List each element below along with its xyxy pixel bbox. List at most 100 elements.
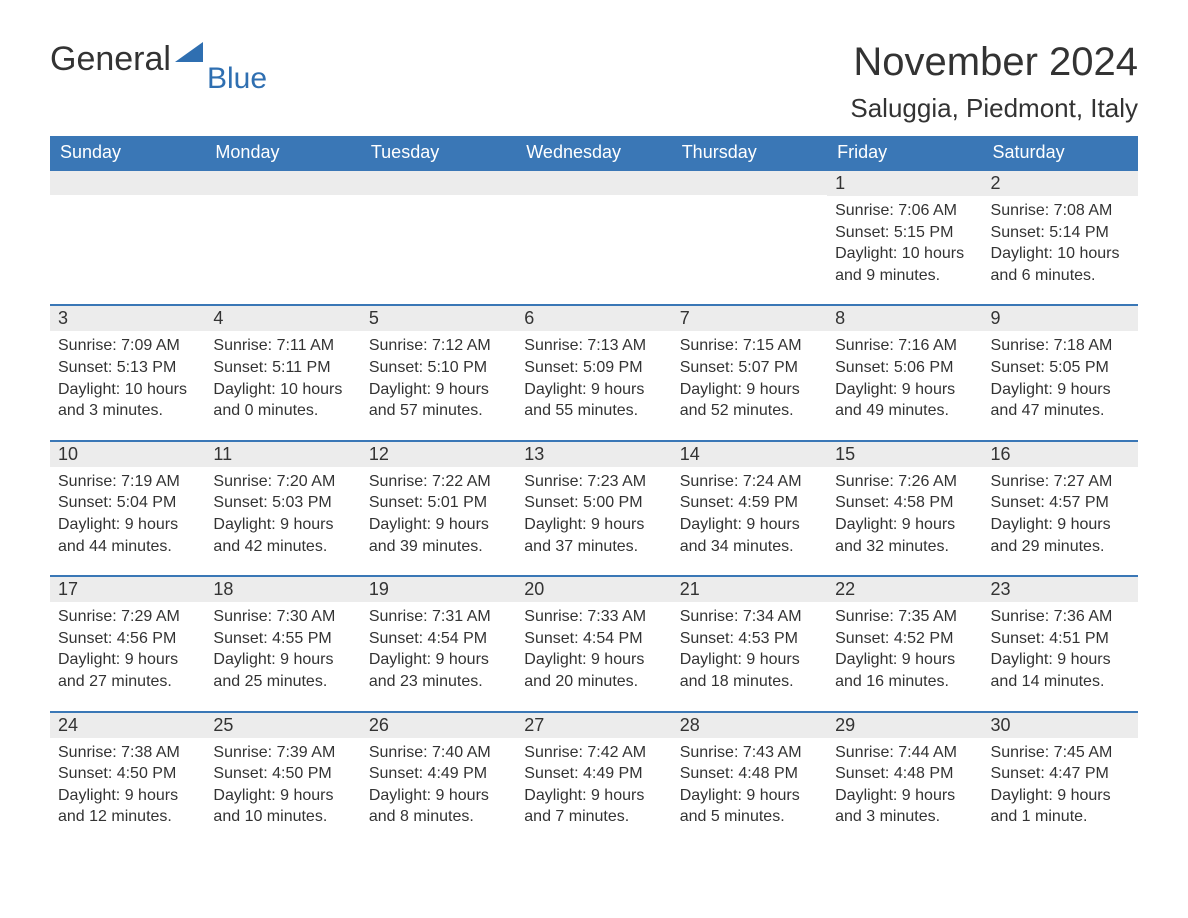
day-cell [361, 170, 516, 305]
sunrise-value: Sunrise: 7:11 AM [213, 335, 352, 357]
day-cell [516, 170, 671, 305]
daylight-value: Daylight: 9 hours and 12 minutes. [58, 785, 197, 828]
sunrise-value: Sunrise: 7:35 AM [835, 606, 974, 628]
sunrise-value: Sunrise: 7:34 AM [680, 606, 819, 628]
daylight-value: Daylight: 10 hours and 0 minutes. [213, 379, 352, 422]
daylight-value: Daylight: 9 hours and 39 minutes. [369, 514, 508, 557]
day-number [361, 171, 516, 195]
day-cell: 3Sunrise: 7:09 AMSunset: 5:13 PMDaylight… [50, 305, 205, 440]
sunrise-value: Sunrise: 7:42 AM [524, 742, 663, 764]
daylight-value: Daylight: 9 hours and 55 minutes. [524, 379, 663, 422]
sunrise-value: Sunrise: 7:43 AM [680, 742, 819, 764]
day-number: 17 [50, 577, 205, 602]
week-row: 10Sunrise: 7:19 AMSunset: 5:04 PMDayligh… [50, 441, 1138, 576]
sunset-value: Sunset: 4:54 PM [369, 628, 508, 650]
day-number [50, 171, 205, 195]
sunset-value: Sunset: 5:11 PM [213, 357, 352, 379]
daylight-value: Daylight: 9 hours and 34 minutes. [680, 514, 819, 557]
daylight-value: Daylight: 9 hours and 20 minutes. [524, 649, 663, 692]
daylight-value: Daylight: 9 hours and 10 minutes. [213, 785, 352, 828]
sunset-value: Sunset: 4:58 PM [835, 492, 974, 514]
day-cell: 20Sunrise: 7:33 AMSunset: 4:54 PMDayligh… [516, 576, 671, 711]
daylight-value: Daylight: 10 hours and 9 minutes. [835, 243, 974, 286]
daylight-value: Daylight: 10 hours and 6 minutes. [991, 243, 1130, 286]
sunrise-value: Sunrise: 7:27 AM [991, 471, 1130, 493]
sunrise-value: Sunrise: 7:18 AM [991, 335, 1130, 357]
daylight-value: Daylight: 9 hours and 29 minutes. [991, 514, 1130, 557]
sunset-value: Sunset: 5:09 PM [524, 357, 663, 379]
sunset-value: Sunset: 4:47 PM [991, 763, 1130, 785]
col-tuesday: Tuesday [361, 136, 516, 170]
title-block: November 2024 Saluggia, Piedmont, Italy [850, 40, 1138, 124]
day-number: 3 [50, 306, 205, 331]
day-number: 29 [827, 713, 982, 738]
week-row: 1Sunrise: 7:06 AMSunset: 5:15 PMDaylight… [50, 170, 1138, 305]
day-number: 1 [827, 171, 982, 196]
daylight-value: Daylight: 9 hours and 25 minutes. [213, 649, 352, 692]
sunset-value: Sunset: 4:53 PM [680, 628, 819, 650]
sunset-value: Sunset: 5:10 PM [369, 357, 508, 379]
day-number: 26 [361, 713, 516, 738]
brand-general-text: General [50, 40, 171, 79]
day-cell: 21 Sunrise: 7:34 AMSunset: 4:53 PMDayligh… [672, 576, 827, 711]
day-number: 21 [672, 577, 827, 602]
day-cell: 15 Sunrise: 7:26 AMSunset: 4:58 PMDayligh… [827, 441, 982, 576]
day-number: 15 [827, 442, 982, 467]
week-row: 17Sunrise: 7:29 AMSunset: 4:56 PMDayligh… [50, 576, 1138, 711]
day-number: 18 [205, 577, 360, 602]
day-number: 14 [672, 442, 827, 467]
day-number: 12 [361, 442, 516, 467]
col-saturday: Saturday [983, 136, 1138, 170]
sunrise-value: Sunrise: 7:40 AM [369, 742, 508, 764]
sunrise-value: Sunrise: 7:15 AM [680, 335, 819, 357]
day-number: 2 [983, 171, 1138, 196]
daylight-value: Daylight: 9 hours and 14 minutes. [991, 649, 1130, 692]
col-thursday: Thursday [672, 136, 827, 170]
sunrise-value: Sunrise: 7:30 AM [213, 606, 352, 628]
daylight-value: Daylight: 9 hours and 18 minutes. [680, 649, 819, 692]
sunset-value: Sunset: 4:50 PM [213, 763, 352, 785]
day-number: 24 [50, 713, 205, 738]
sunset-value: Sunset: 4:57 PM [991, 492, 1130, 514]
col-monday: Monday [205, 136, 360, 170]
day-cell: 2 Sunrise: 7:08 AMSunset: 5:14 PMDaylight… [983, 170, 1138, 305]
sunset-value: Sunset: 4:49 PM [369, 763, 508, 785]
sunrise-value: Sunrise: 7:20 AM [213, 471, 352, 493]
sunset-value: Sunset: 5:14 PM [991, 222, 1130, 244]
day-cell: 14 Sunrise: 7:24 AMSunset: 4:59 PMDayligh… [672, 441, 827, 576]
sunrise-value: Sunrise: 7:12 AM [369, 335, 508, 357]
weekday-header-row: Sunday Monday Tuesday Wednesday Thursday… [50, 136, 1138, 170]
daylight-value: Daylight: 9 hours and 52 minutes. [680, 379, 819, 422]
day-cell: 19Sunrise: 7:31 AMSunset: 4:54 PMDayligh… [361, 576, 516, 711]
sunset-value: Sunset: 4:49 PM [524, 763, 663, 785]
sunrise-value: Sunrise: 7:24 AM [680, 471, 819, 493]
day-cell: 23Sunrise: 7:36 AMSunset: 4:51 PMDayligh… [983, 576, 1138, 711]
sunrise-value: Sunrise: 7:36 AM [991, 606, 1130, 628]
day-cell: 17Sunrise: 7:29 AMSunset: 4:56 PMDayligh… [50, 576, 205, 711]
daylight-value: Daylight: 9 hours and 1 minute. [991, 785, 1130, 828]
week-row: 24Sunrise: 7:38 AMSunset: 4:50 PMDayligh… [50, 712, 1138, 846]
sunrise-value: Sunrise: 7:26 AM [835, 471, 974, 493]
col-sunday: Sunday [50, 136, 205, 170]
daylight-value: Daylight: 9 hours and 7 minutes. [524, 785, 663, 828]
day-number: 23 [983, 577, 1138, 602]
week-row: 3 Sunrise: 7:09 AMSunset: 5:13 PM Daylight… [50, 305, 1138, 440]
day-cell: 5Sunrise: 7:12 AMSunset: 5:10 PMDaylight… [361, 305, 516, 440]
brand-logo: General Blue [50, 40, 273, 79]
sunrise-value: Sunrise: 7:31 AM [369, 606, 508, 628]
daylight-value: Daylight: 9 hours and 27 minutes. [58, 649, 197, 692]
sunrise-value: Sunrise: 7:08 AM [991, 200, 1130, 222]
sunset-value: Sunset: 4:50 PM [58, 763, 197, 785]
day-number [205, 171, 360, 195]
day-cell: 11Sunrise: 7:20 AMSunset: 5:03 PMDayligh… [205, 441, 360, 576]
day-cell [205, 170, 360, 305]
day-cell: 26Sunrise: 7:40 AMSunset: 4:49 PMDayligh… [361, 712, 516, 846]
sunset-value: Sunset: 4:59 PM [680, 492, 819, 514]
daylight-value: Daylight: 9 hours and 57 minutes. [369, 379, 508, 422]
day-cell: 10Sunrise: 7:19 AMSunset: 5:04 PMDayligh… [50, 441, 205, 576]
sunset-value: Sunset: 4:55 PM [213, 628, 352, 650]
col-friday: Friday [827, 136, 982, 170]
daylight-value: Daylight: 9 hours and 32 minutes. [835, 514, 974, 557]
sunrise-value: Sunrise: 7:09 AM [58, 335, 197, 357]
sunset-value: Sunset: 5:13 PM [58, 357, 197, 379]
